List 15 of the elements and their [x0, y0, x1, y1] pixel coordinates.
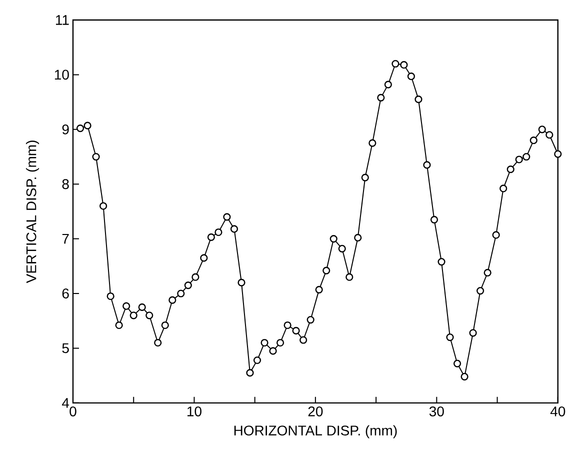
x-tick-label: 0: [70, 406, 76, 416]
y-tick-label: 8: [62, 179, 69, 190]
y-tick-label: 9: [62, 124, 69, 134]
y-tick-label: 11: [56, 15, 69, 25]
y-axis-title: VERTICAL DISP. (mm): [26, 140, 40, 284]
y-tick-label: 7: [62, 234, 69, 244]
x-tick-label: 10: [187, 406, 202, 416]
y-tick-label: 6: [62, 288, 69, 299]
x-axis-title: HORIZONTAL DISP. (mm): [234, 425, 397, 438]
x-tick-label: 40: [550, 406, 566, 416]
x-tick-label: 30: [429, 406, 444, 416]
y-tick-label: 4: [62, 398, 70, 408]
y-tick-label: 10: [54, 70, 69, 80]
y-tick-label: 5: [62, 343, 69, 354]
x-tick-label: 20: [308, 406, 323, 416]
